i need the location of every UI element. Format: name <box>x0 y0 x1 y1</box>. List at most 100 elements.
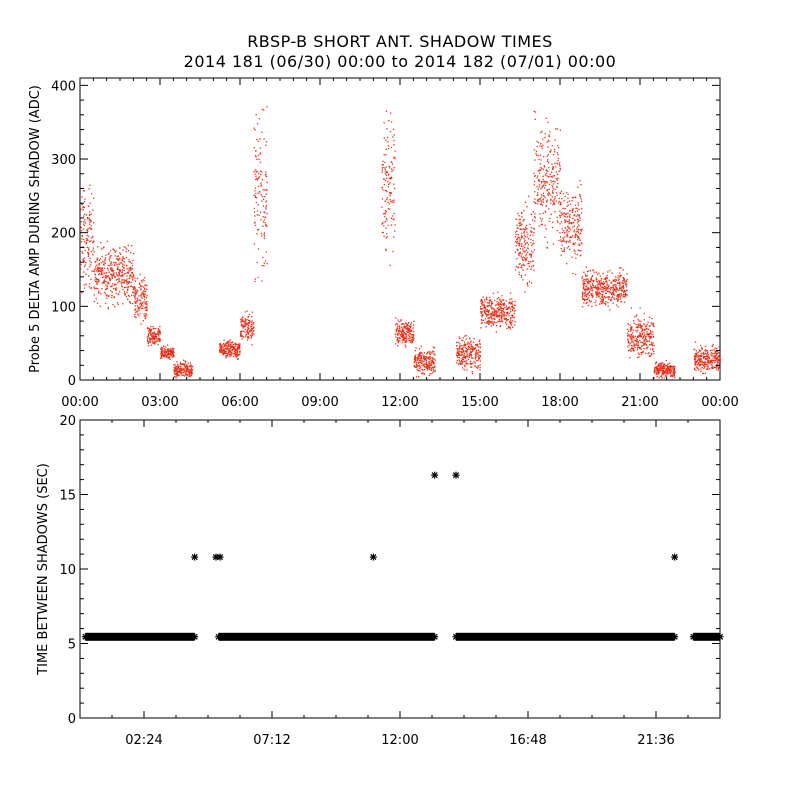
top-data-point <box>150 331 152 334</box>
top-data-point <box>116 268 119 271</box>
top-data-point <box>462 349 464 351</box>
top-data-point <box>390 200 392 202</box>
top-data-point <box>419 367 422 369</box>
top-data-point <box>507 319 509 321</box>
top-data-point <box>229 353 231 355</box>
top-data-point <box>393 199 395 201</box>
top-data-point <box>190 364 192 366</box>
top-data-point <box>548 191 550 193</box>
top-data-point <box>87 255 89 257</box>
top-data-point <box>477 350 480 352</box>
top-data-point <box>225 342 228 344</box>
top-data-point <box>140 279 143 282</box>
top-data-point <box>227 353 229 355</box>
top-data-point <box>122 274 124 276</box>
top-data-point <box>467 348 469 350</box>
top-data-point <box>613 288 615 290</box>
top-data-point <box>119 270 121 272</box>
top-data-point <box>406 330 408 333</box>
top-data-point <box>542 180 545 183</box>
top-data-point <box>174 370 176 373</box>
top-data-point <box>464 364 466 366</box>
top-data-point <box>509 292 512 294</box>
top-data-point <box>237 343 239 345</box>
top-data-point <box>592 286 594 289</box>
top-data-point <box>388 183 390 185</box>
top-data-point <box>594 286 596 288</box>
top-data-point <box>631 326 633 328</box>
top-data-point <box>254 211 256 213</box>
top-data-point <box>146 284 148 287</box>
top-data-point <box>623 277 625 279</box>
top-data-point <box>164 356 166 358</box>
top-data-point <box>412 338 414 340</box>
top-data-point <box>706 357 708 359</box>
top-data-point <box>492 308 494 310</box>
top-data-point <box>586 286 588 288</box>
top-data-point <box>129 285 131 288</box>
top-data-point <box>403 323 405 325</box>
top-data-point <box>641 328 643 330</box>
top-data-point <box>574 242 576 244</box>
top-data-point <box>566 231 568 233</box>
top-data-point <box>616 282 619 285</box>
top-data-point <box>713 352 715 355</box>
top-data-point <box>135 311 137 313</box>
top-data-point <box>189 362 192 364</box>
top-data-point <box>522 250 524 252</box>
top-data-point <box>714 361 716 364</box>
top-data-point <box>104 293 107 295</box>
top-data-point <box>643 342 646 345</box>
top-data-point <box>427 365 430 367</box>
top-data-point <box>412 336 414 339</box>
top-data-point <box>564 195 566 198</box>
top-data-point <box>416 365 418 367</box>
top-data-point <box>571 211 573 214</box>
top-data-point <box>186 375 188 377</box>
top-data-point <box>577 249 579 251</box>
top-data-point <box>667 367 669 369</box>
top-data-point <box>508 307 510 309</box>
top-data-point <box>119 253 122 255</box>
top-data-point <box>508 327 510 329</box>
top-data-point <box>492 315 494 317</box>
top-data-point <box>631 347 634 350</box>
top-x-tick-label: 18:00 <box>541 395 578 410</box>
top-data-point <box>459 363 462 365</box>
top-data-point <box>240 335 242 337</box>
top-data-point <box>491 306 493 309</box>
top-data-point <box>92 247 95 249</box>
top-data-point <box>587 278 589 280</box>
top-data-point <box>522 269 524 271</box>
top-data-point <box>145 297 147 299</box>
top-data-point <box>121 274 123 276</box>
top-data-point <box>123 279 126 281</box>
top-data-point <box>617 282 619 284</box>
top-data-point <box>397 341 400 343</box>
top-data-point <box>394 324 397 326</box>
top-data-point <box>635 326 637 329</box>
top-data-point <box>90 278 92 280</box>
top-data-point <box>590 294 593 296</box>
top-data-point <box>551 171 553 173</box>
top-data-point <box>501 307 503 309</box>
top-data-point <box>408 325 411 327</box>
top-data-point <box>538 186 540 188</box>
top-data-point <box>429 357 432 360</box>
top-data-point <box>663 363 665 365</box>
top-data-point <box>553 201 555 203</box>
top-data-point <box>463 350 465 352</box>
top-data-point <box>558 200 560 203</box>
top-data-point <box>481 300 483 302</box>
top-data-point <box>706 352 709 354</box>
top-data-point <box>87 228 89 230</box>
top-data-point <box>524 259 526 261</box>
top-data-point <box>192 366 194 368</box>
top-data-point <box>523 232 525 234</box>
top-data-point <box>389 195 391 197</box>
top-data-point <box>134 290 136 292</box>
top-data-point <box>102 282 104 284</box>
top-data-point <box>486 309 488 311</box>
top-data-point <box>714 357 716 359</box>
top-data-point <box>579 194 581 196</box>
